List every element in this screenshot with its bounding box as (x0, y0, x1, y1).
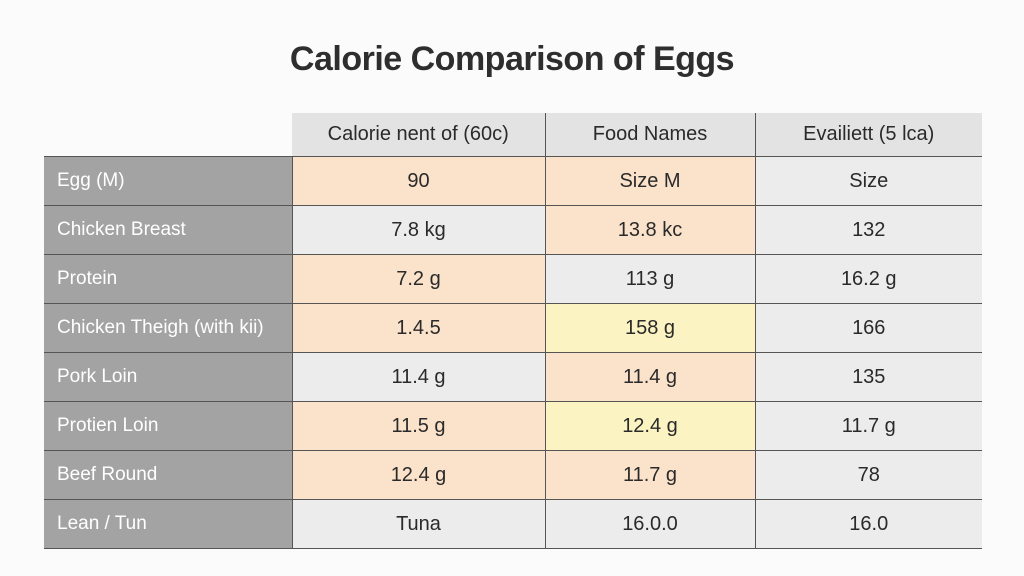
calorie-table: Calorie nent of (60c) Food Names Evailie… (44, 113, 982, 549)
table-row: Chicken Breast 7.8 kg 13.8 kc 132 (44, 205, 982, 255)
table-row: Protien Loin 11.5 g 12.4 g 11.7 g (44, 401, 982, 451)
table-cell: Size M (545, 156, 756, 206)
table-cell: 113 g (545, 254, 756, 304)
table-cell: 11.4 g (545, 352, 756, 402)
table-cell: Size (755, 156, 982, 206)
column-header: Food Names (545, 113, 756, 157)
table-title: Calorie Comparison of Eggs (289, 40, 735, 78)
row-header: Egg (M) (44, 156, 293, 206)
row-header: Pork Loin (44, 352, 293, 402)
table-row: Pork Loin 11.4 g 11.4 g 135 (44, 352, 982, 402)
table-cell: 11.7 g (545, 450, 756, 500)
table-cell: 78 (755, 450, 982, 500)
table-cell: 7.2 g (292, 254, 546, 304)
table-cell: 1.4.5 (292, 303, 546, 353)
row-header: Protien Loin (44, 401, 293, 451)
table-row: Lean / Tun Tuna 16.0.0 16.0 (44, 499, 982, 549)
table-cell: 16.0.0 (545, 499, 756, 549)
table-cell: 11.4 g (292, 352, 546, 402)
column-header: Calorie nent of (60c) (292, 113, 546, 157)
table-row: Protein 7.2 g 113 g 16.2 g (44, 254, 982, 304)
table-row: Beef Round 12.4 g 11.7 g 78 (44, 450, 982, 500)
row-header: Chicken Theigh (with kii) (44, 303, 293, 353)
row-header: Protein (44, 254, 293, 304)
table-cell: 12.4 g (545, 401, 756, 451)
table-cell: 11.5 g (292, 401, 546, 451)
table-row: Egg (M) 90 Size M Size (44, 156, 982, 206)
header-row: Calorie nent of (60c) Food Names Evailie… (44, 113, 982, 157)
column-header: Evailiett (5 lca) (755, 113, 982, 157)
table-cell: 132 (755, 205, 982, 255)
table-cell: 7.8 kg (292, 205, 546, 255)
table-cell: 11.7 g (755, 401, 982, 451)
table-cell: 135 (755, 352, 982, 402)
table-cell: 166 (755, 303, 982, 353)
table-row: Chicken Theigh (with kii) 1.4.5 158 g 166 (44, 303, 982, 353)
table-cell: 90 (292, 156, 546, 206)
row-header: Chicken Breast (44, 205, 293, 255)
table-cell: Tuna (292, 499, 546, 549)
row-header: Lean / Tun (44, 499, 293, 549)
row-header: Beef Round (44, 450, 293, 500)
table-cell: 12.4 g (292, 450, 546, 500)
table-cell: 16.2 g (755, 254, 982, 304)
table-cell: 158 g (545, 303, 756, 353)
table-cell: 13.8 kc (545, 205, 756, 255)
corner-cell (44, 113, 292, 157)
table-cell: 16.0 (755, 499, 982, 549)
